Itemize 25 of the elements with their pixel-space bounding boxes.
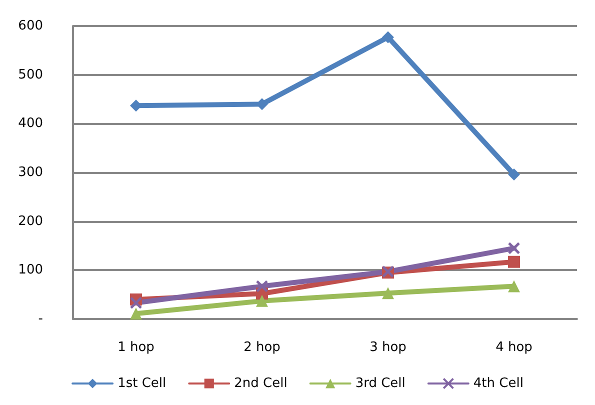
y-tick-label: 500 <box>18 67 43 82</box>
y-tick-label: 100 <box>18 262 43 278</box>
point <box>508 256 520 268</box>
legend-label: 3rd Cell <box>355 376 406 391</box>
legend-label: 1st Cell <box>118 376 166 391</box>
point <box>130 296 142 310</box>
point <box>256 294 268 307</box>
x-tick-label: 2 hop <box>244 340 280 355</box>
y-tick-label: 600 <box>18 18 43 34</box>
point <box>508 242 520 254</box>
x-tick-label: 3 hop <box>370 340 406 355</box>
point <box>508 280 520 292</box>
point <box>130 308 142 320</box>
x-tick-label: 4 hop <box>496 340 532 355</box>
point <box>382 31 394 44</box>
y-tick-label: 200 <box>18 214 43 229</box>
point <box>508 168 520 180</box>
legend-label: 4th Cell <box>473 376 524 391</box>
x-tick-label: 1 hop <box>118 340 154 355</box>
y-tick-label: - <box>38 312 44 326</box>
y-tick-label: 300 <box>18 165 43 180</box>
y-tick-label: 400 <box>18 116 43 132</box>
point <box>382 287 394 300</box>
point <box>256 280 268 293</box>
legend-label: 2nd Cell <box>234 376 288 391</box>
